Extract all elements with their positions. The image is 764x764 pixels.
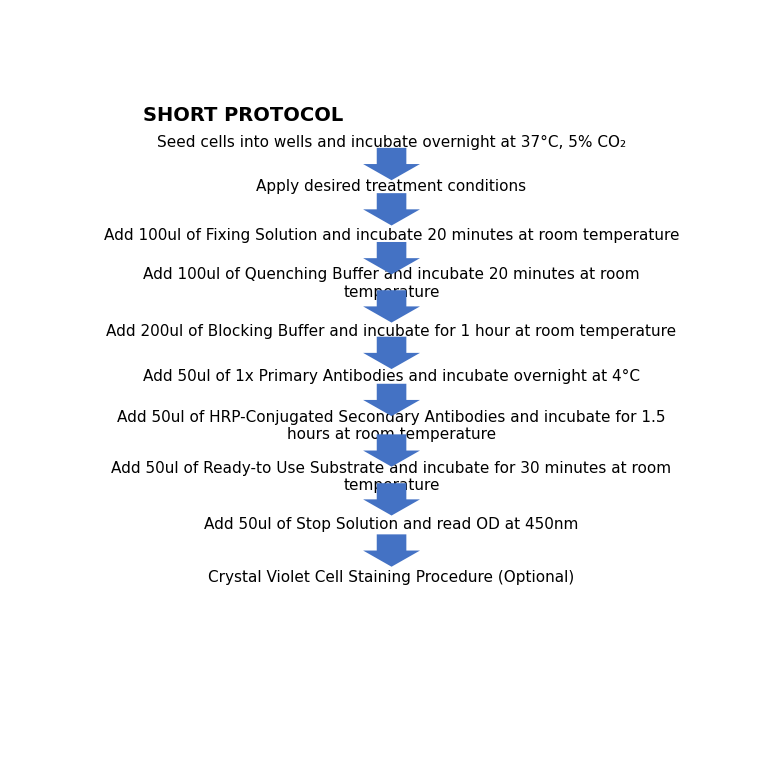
Text: Add 50ul of Stop Solution and read OD at 450nm: Add 50ul of Stop Solution and read OD at… xyxy=(204,517,579,533)
Polygon shape xyxy=(363,242,420,274)
Text: Add 200ul of Blocking Buffer and incubate for 1 hour at room temperature: Add 200ul of Blocking Buffer and incubat… xyxy=(106,324,677,339)
Polygon shape xyxy=(363,384,420,416)
Text: Add 100ul of Fixing Solution and incubate 20 minutes at room temperature: Add 100ul of Fixing Solution and incubat… xyxy=(104,228,679,243)
Text: Crystal Violet Cell Staining Procedure (Optional): Crystal Violet Cell Staining Procedure (… xyxy=(209,569,575,584)
Text: Add 50ul of Ready-to Use Substrate and incubate for 30 minutes at room
temperatu: Add 50ul of Ready-to Use Substrate and i… xyxy=(112,461,672,494)
Polygon shape xyxy=(363,337,420,369)
Polygon shape xyxy=(363,534,420,567)
Text: Add 100ul of Quenching Buffer and incubate 20 minutes at room
temperature: Add 100ul of Quenching Buffer and incuba… xyxy=(143,267,640,299)
Polygon shape xyxy=(363,290,420,322)
Text: Seed cells into wells and incubate overnight at 37°C, 5% CO₂: Seed cells into wells and incubate overn… xyxy=(157,134,626,150)
Text: Add 50ul of 1x Primary Antibodies and incubate overnight at 4°C: Add 50ul of 1x Primary Antibodies and in… xyxy=(143,369,640,384)
Polygon shape xyxy=(363,483,420,516)
Text: Add 50ul of HRP-Conjugated Secondary Antibodies and incubate for 1.5
hours at ro: Add 50ul of HRP-Conjugated Secondary Ant… xyxy=(118,410,665,442)
Text: Apply desired treatment conditions: Apply desired treatment conditions xyxy=(257,180,526,195)
Polygon shape xyxy=(363,193,420,225)
Polygon shape xyxy=(363,435,420,467)
Polygon shape xyxy=(363,148,420,180)
Text: SHORT PROTOCOL: SHORT PROTOCOL xyxy=(143,106,343,125)
